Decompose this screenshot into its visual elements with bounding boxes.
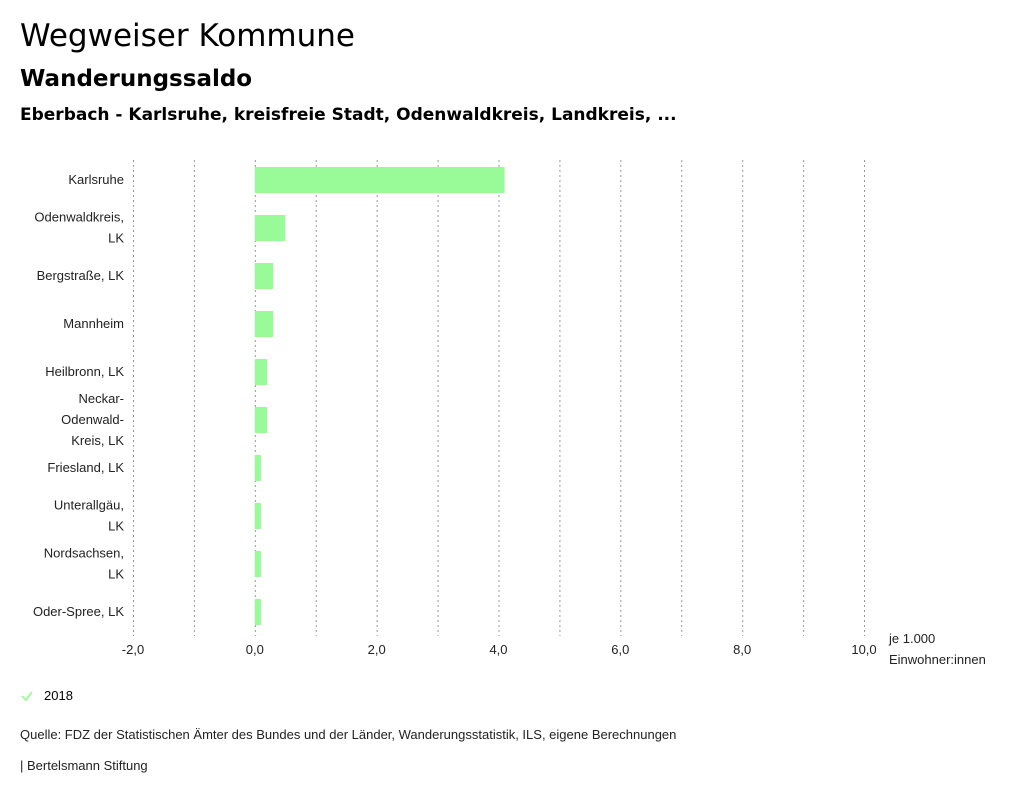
bar[interactable] [254, 311, 274, 337]
page-title: Wegweiser Kommune [20, 18, 355, 54]
category-label: Unterallgäu, LK [54, 498, 124, 534]
bar[interactable] [254, 551, 261, 577]
publisher-note: | Bertelsmann Stiftung [20, 758, 148, 773]
bar-chart: Karlsruhe Odenwaldkreis, LK Bergstraße, LK M… [33, 160, 986, 667]
legend-item-label[interactable]: 2018 [44, 688, 73, 703]
check-icon[interactable] [20, 689, 34, 703]
bar[interactable] [254, 455, 261, 481]
bar[interactable] [254, 407, 268, 433]
category-label: Mannheim [63, 316, 124, 331]
bar[interactable] [254, 503, 261, 529]
source-note: Quelle: FDZ der Statistischen Ämter des … [20, 727, 677, 742]
tick-label: -2,0 [122, 642, 144, 657]
category-label: Odenwaldkreis, LK [34, 210, 124, 246]
bar[interactable] [254, 263, 274, 289]
bar[interactable] [254, 359, 268, 385]
category-label: Heilbronn, LK [45, 364, 124, 379]
bar[interactable] [254, 215, 286, 241]
tick-label: 6,0 [611, 642, 629, 657]
bar[interactable] [254, 599, 261, 625]
bar[interactable] [254, 167, 505, 193]
tick-label: 10,0 [851, 642, 876, 657]
tick-label: 0,0 [246, 642, 264, 657]
region-selection: Eberbach - Karlsruhe, kreisfreie Stadt, … [20, 105, 677, 125]
category-label: Neckar-Odenwald-Kreis, LK [61, 391, 124, 448]
unit-label: je 1.000 Einwohner:innen [888, 631, 986, 667]
chart-subtitle: Wanderungssaldo [20, 66, 253, 92]
tick-label: 2,0 [368, 642, 386, 657]
tick-label: 4,0 [489, 642, 507, 657]
category-label: Friesland, LK [47, 460, 124, 475]
tick-label: 8,0 [733, 642, 751, 657]
category-label: Karlsruhe [68, 172, 124, 187]
category-label: Oder-Spree, LK [33, 604, 124, 619]
category-label: Bergstraße, LK [37, 268, 125, 283]
legend: 2018 [20, 688, 73, 703]
category-label: Nordsachsen, LK [44, 546, 125, 582]
